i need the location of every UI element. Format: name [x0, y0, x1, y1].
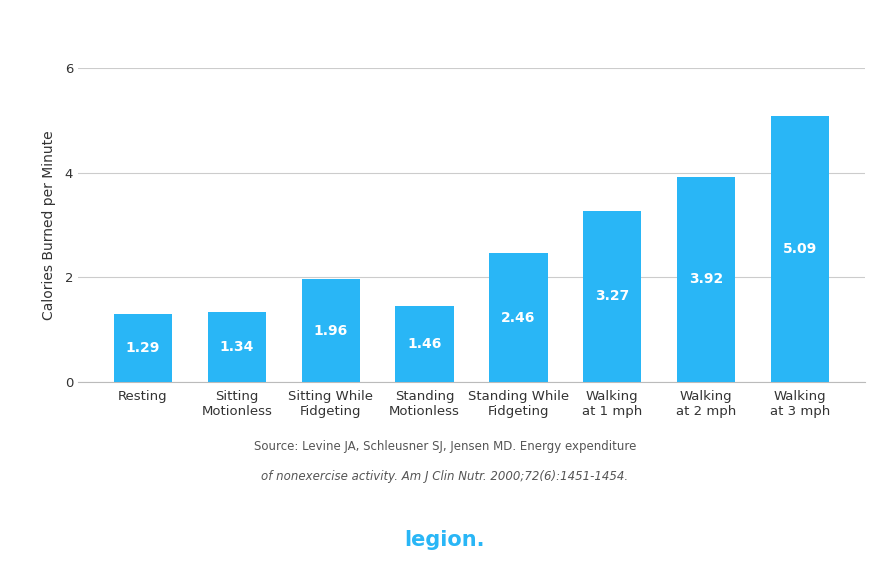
Text: of nonexercise activity. Am J Clin Nutr. 2000;72(6):1451-1454.: of nonexercise activity. Am J Clin Nutr.…: [262, 470, 628, 483]
Bar: [677, 177, 735, 382]
Bar: [583, 211, 642, 382]
Text: Source: Levine JA, Schleusner SJ, Jensen MD. Energy expenditure: Source: Levine JA, Schleusner SJ, Jensen…: [254, 441, 636, 453]
Text: 3.92: 3.92: [689, 272, 724, 286]
Bar: [207, 312, 266, 382]
Text: 3.27: 3.27: [595, 289, 629, 303]
Text: Calories Burned During Non-Exercise Activity Thermogenesis: Calories Burned During Non-Exercise Acti…: [121, 15, 769, 34]
Text: 1.46: 1.46: [408, 337, 441, 351]
Bar: [490, 253, 547, 382]
Text: 1.29: 1.29: [125, 341, 160, 355]
Text: 1.34: 1.34: [220, 340, 254, 354]
Bar: [302, 279, 360, 382]
Y-axis label: Calories Burned per Minute: Calories Burned per Minute: [43, 130, 56, 320]
Bar: [771, 116, 829, 382]
Bar: [114, 314, 172, 382]
Text: 1.96: 1.96: [313, 324, 348, 338]
Text: 2.46: 2.46: [501, 311, 536, 325]
Bar: [395, 306, 454, 382]
Text: legion.: legion.: [405, 530, 485, 549]
Text: 5.09: 5.09: [783, 242, 817, 256]
